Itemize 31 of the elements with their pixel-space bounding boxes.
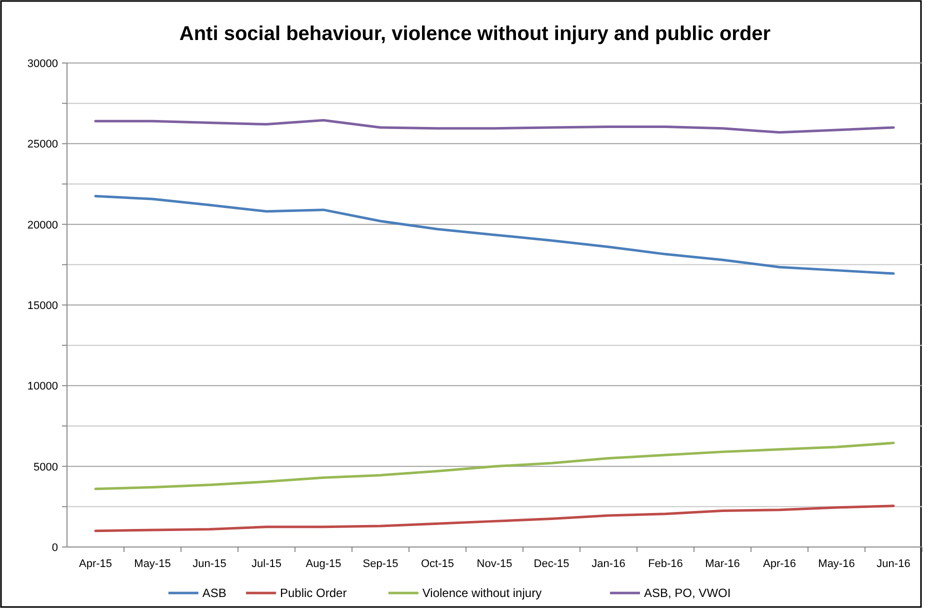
- line-series: [94, 194, 895, 275]
- line-series: [94, 504, 895, 532]
- chart-title: Anti social behaviour, violence without injury and public order: [179, 23, 771, 45]
- x-tick-label: Jun-16: [876, 558, 910, 570]
- x-tick-label: Oct-15: [420, 558, 454, 570]
- x-tick-label: Jun-15: [192, 558, 226, 570]
- x-tick-label: May-16: [818, 558, 855, 570]
- x-tick-label: Nov-15: [476, 558, 512, 570]
- x-tick-label: Dec-15: [534, 558, 570, 570]
- x-tick-label: Sep-15: [362, 558, 398, 570]
- line-series: [94, 442, 895, 490]
- y-tick-label: 20000: [27, 219, 58, 232]
- y-tick-label: 25000: [27, 138, 58, 151]
- legend-label: Violence without injury: [422, 586, 542, 600]
- x-tick-label: Mar-16: [705, 558, 740, 570]
- line-series: [94, 119, 895, 134]
- legend-label: ASB, PO, VWOI: [644, 586, 731, 600]
- y-tick-label: 30000: [27, 58, 58, 70]
- x-tick-label: Apr-15: [78, 558, 112, 570]
- y-tick-label: 5000: [34, 461, 58, 474]
- x-tick-label: Jan-16: [592, 558, 626, 570]
- x-tick-label: Apr-16: [762, 558, 796, 570]
- legend-label: ASB: [202, 586, 226, 600]
- x-tick-label: Jul-15: [252, 558, 282, 570]
- y-tick-label: 15000: [27, 300, 58, 312]
- x-tick-label: Aug-15: [306, 558, 342, 570]
- y-tick-label: 0: [52, 542, 58, 554]
- legend-label: Public Order: [280, 586, 347, 600]
- x-tick-label: Feb-16: [648, 558, 683, 570]
- x-tick-label: May-15: [134, 558, 171, 570]
- y-tick-label: 10000: [27, 380, 58, 393]
